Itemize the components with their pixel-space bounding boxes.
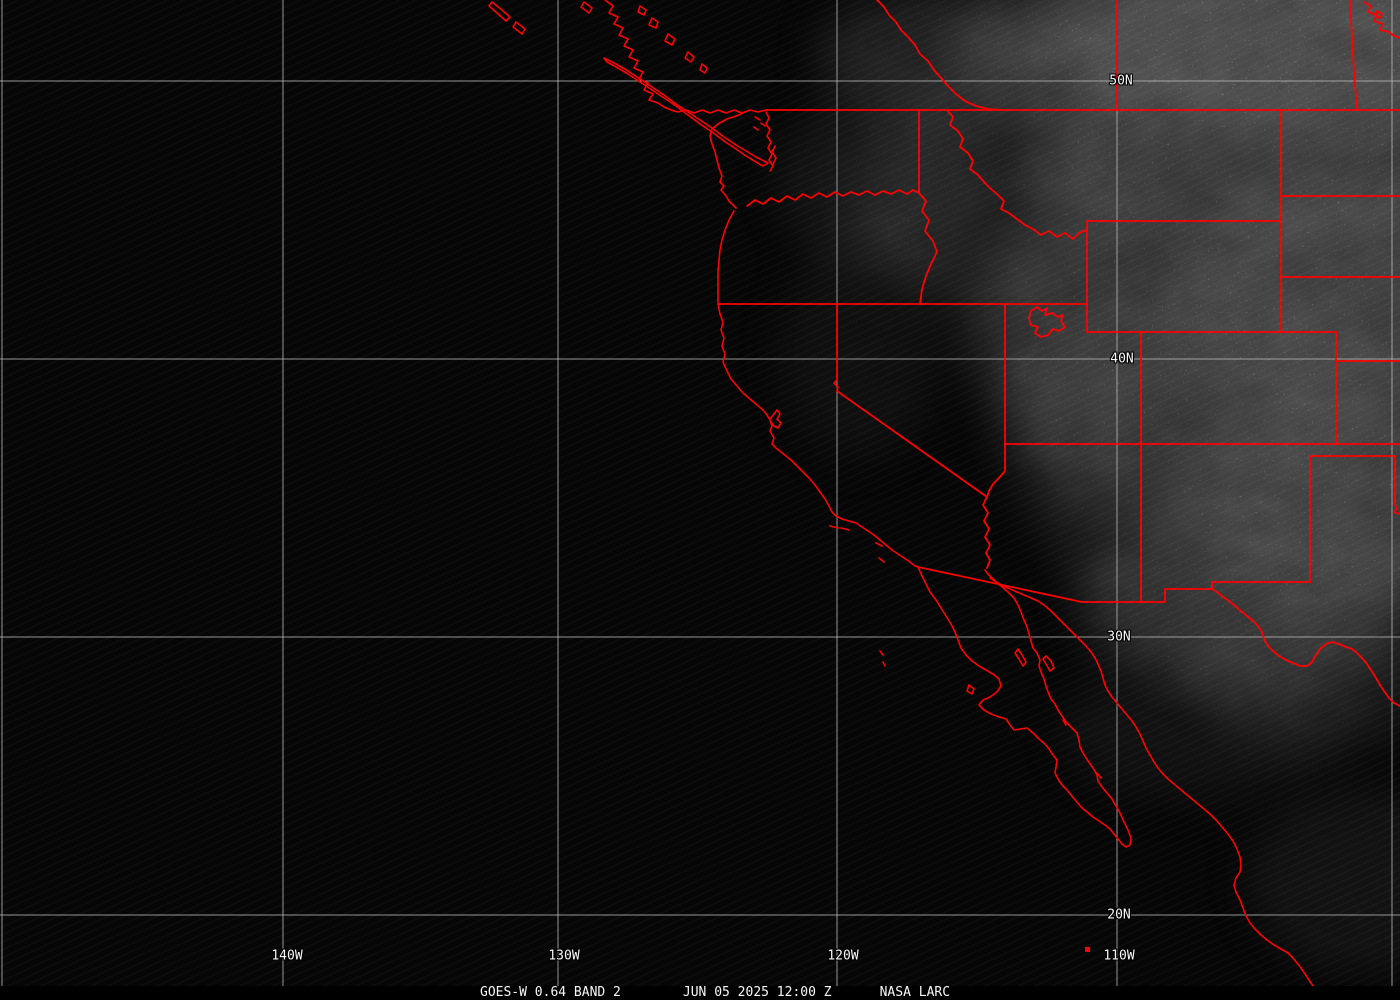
latitude-label: 30N xyxy=(1107,629,1131,645)
border-nm-mexico xyxy=(1081,588,1213,603)
longitude-label: 120W xyxy=(827,948,859,964)
latitude-label: 20N xyxy=(1107,907,1131,923)
border-mt-wy xyxy=(1086,220,1282,231)
border-tx-100w xyxy=(1393,455,1400,515)
border-ca-nv xyxy=(833,303,991,569)
gulf-small-islands xyxy=(1062,719,1102,779)
vancouver-island xyxy=(603,57,769,167)
caption-bar: GOES-W 0.64 BAND 2 JUN 05 2025 12:00 Z NAS… xyxy=(0,986,1400,1000)
coast-bc-mainland xyxy=(604,0,767,114)
latitude-label: 40N xyxy=(1110,351,1134,367)
border-sk-mb xyxy=(1349,0,1358,111)
caption-credit: NASA LARC xyxy=(879,985,951,1000)
caption-product: GOES-W 0.64 BAND 2 xyxy=(480,985,621,1000)
coast-mexico-mainland xyxy=(989,577,1314,986)
latitude-label: 50N xyxy=(1109,73,1133,89)
border-wa-or xyxy=(746,189,920,207)
socorro-island-dot xyxy=(1085,947,1090,952)
border-bc-alberta xyxy=(876,0,1003,111)
channel-islands xyxy=(829,525,885,563)
rio-grande xyxy=(1211,581,1400,707)
longitude-label: 110W xyxy=(1103,948,1135,964)
cedros-island xyxy=(966,684,975,695)
coast-washington xyxy=(709,111,746,209)
puget-sound xyxy=(765,111,777,172)
border-mt-id xyxy=(946,109,1088,240)
caption-text: GOES-W 0.64 BAND 2 JUN 05 2025 12:00 Z NAS… xyxy=(480,986,950,1000)
san-juan-islands xyxy=(753,116,766,131)
bc-islands xyxy=(637,5,708,74)
border-or-id xyxy=(918,192,938,305)
tiburon-island xyxy=(1042,655,1055,672)
coastlines xyxy=(488,0,1314,986)
angel-de-la-guarda xyxy=(1014,648,1027,667)
longitude-label: 140W xyxy=(271,948,303,964)
manitoba-river xyxy=(1363,1,1400,39)
coast-baja xyxy=(917,566,1132,848)
island-dots xyxy=(1085,947,1090,952)
coast-oregon-california xyxy=(717,210,919,568)
border-nv-az xyxy=(986,443,1006,498)
state-country-borders xyxy=(717,0,1400,707)
longitude-label: 130W xyxy=(548,948,580,964)
guadalupe-island xyxy=(879,650,886,667)
coast-alaska-panhandle xyxy=(488,1,593,35)
great-salt-lake xyxy=(1028,306,1066,338)
san-francisco-bay xyxy=(769,409,782,429)
caption-datetime: JUN 05 2025 12:00 Z xyxy=(682,985,832,1000)
